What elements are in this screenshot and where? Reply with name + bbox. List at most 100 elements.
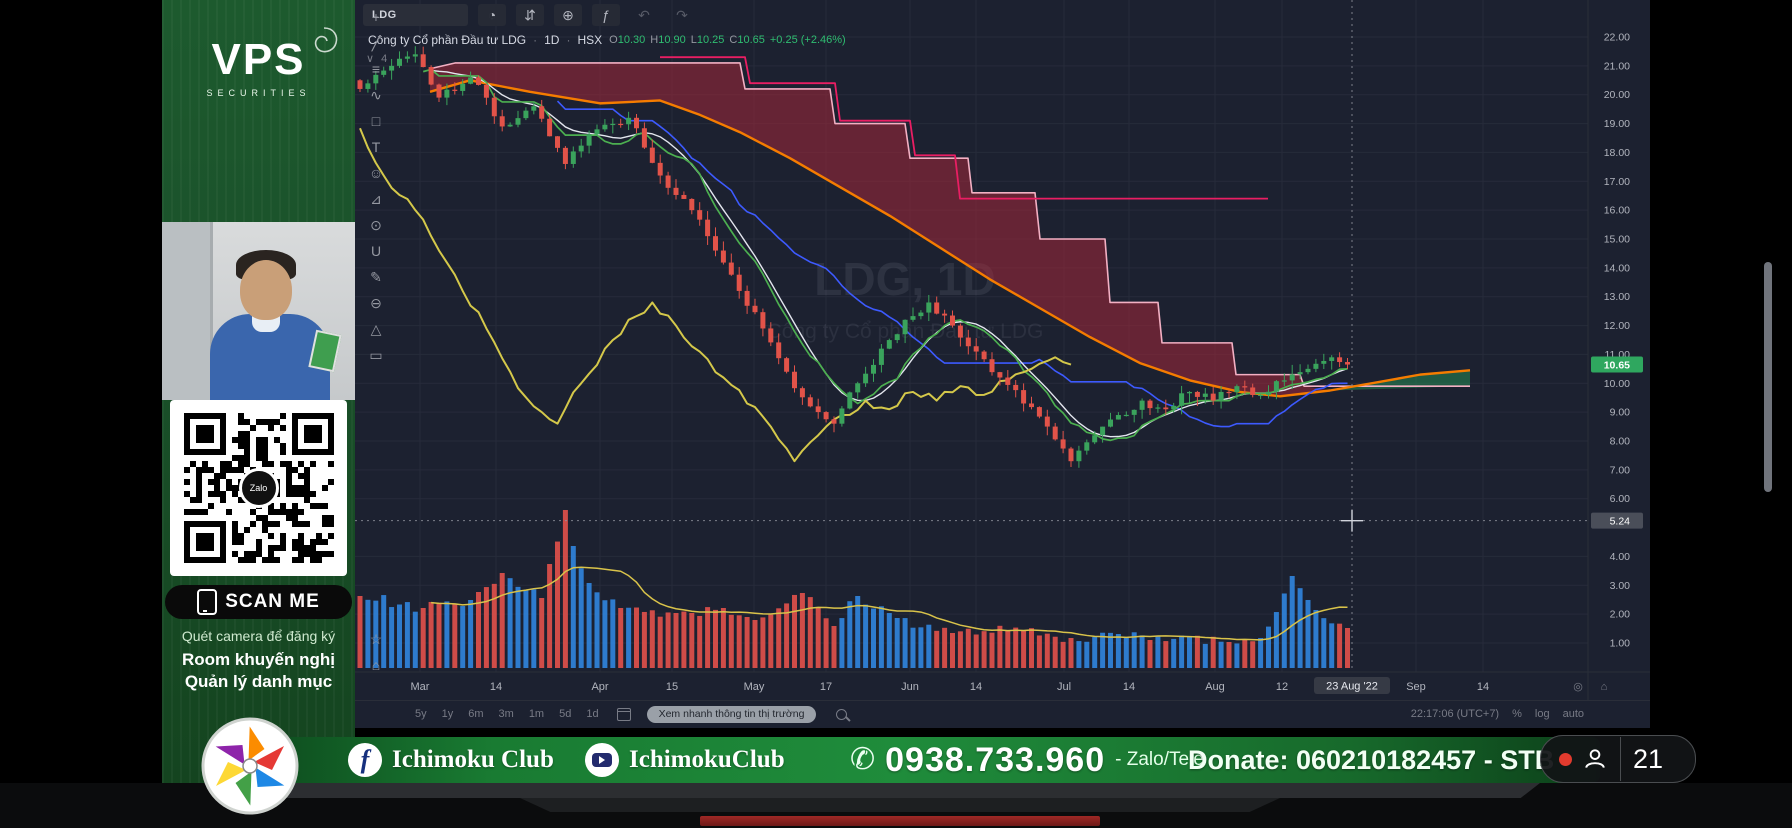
time-tick: 14 xyxy=(970,681,982,693)
lock-tool-icon[interactable]: ⊖ xyxy=(370,295,382,311)
shapes-tool-icon[interactable]: □ xyxy=(371,113,381,129)
range-5d[interactable]: 5d xyxy=(559,708,572,720)
quick-info-button[interactable]: Xem nhanh thông tin thị trường xyxy=(646,705,817,723)
phone-number: 0938.733.960 xyxy=(885,740,1106,779)
price-tick: 7.00 xyxy=(1610,464,1631,476)
chart-bottom-bar: 5y 1y 6m 3m 1m 5d 1d Xem nhanh thông tin thị t… xyxy=(355,700,1650,727)
time-tick: Mar xyxy=(411,681,430,693)
maximize-icon[interactable]: ⌂ xyxy=(1601,681,1608,693)
contact-banner: f Ichimoku Club IchimokuClub ✆ 0938.733.… xyxy=(250,737,1600,783)
price-tick: 8.00 xyxy=(1610,435,1631,447)
trendline-tool-icon[interactable]: ╱ xyxy=(371,35,381,51)
clock-label: 22:17:06 (UTC+7) xyxy=(1410,708,1500,720)
vps-logo-text: VPS xyxy=(211,35,306,84)
time-tick: 14 xyxy=(1477,681,1489,693)
go-to-date-icon[interactable]: ◎ xyxy=(1573,681,1583,693)
log-scale-toggle[interactable]: log xyxy=(1534,708,1550,720)
bezel-accent xyxy=(700,816,1100,826)
crosshair-date-label: 23 Aug '22 xyxy=(1326,681,1378,693)
price-tick: 17.00 xyxy=(1604,176,1630,188)
price-tick: 6.00 xyxy=(1610,493,1631,505)
time-tick: May xyxy=(744,681,765,693)
person-icon xyxy=(1585,749,1605,768)
range-1y[interactable]: 1y xyxy=(441,708,454,720)
logo-arrows xyxy=(215,726,285,806)
facebook-label: Ichimoku Club xyxy=(392,746,554,773)
interval-label: 1D xyxy=(544,33,560,47)
price-tick: 1.00 xyxy=(1610,637,1631,649)
time-tick: 14 xyxy=(1123,681,1135,693)
magnet-tool-icon[interactable]: U xyxy=(370,243,382,259)
drawing-toolbar: + ╱ ≡ ∿ □ T ☺ ⊿ ⊙ U ✎ ⊖ △ ▭ ☆ ⌂ xyxy=(355,0,397,672)
range-5y[interactable]: 5y xyxy=(415,708,427,720)
phone-suffix: - Zalo/Tele xyxy=(1115,749,1204,770)
vps-logo: VPS SECURITIES xyxy=(162,27,355,98)
time-tick: 12 xyxy=(1276,681,1288,693)
hide-tool-icon[interactable]: △ xyxy=(370,321,382,337)
zalo-badge: Zalo xyxy=(238,468,279,508)
bezel-band-inner xyxy=(520,798,1280,812)
price-tick: 12.00 xyxy=(1604,320,1630,332)
youtube-group[interactable]: IchimokuClub xyxy=(585,737,785,783)
calendar-icon[interactable] xyxy=(616,707,631,721)
zoom-tool-icon[interactable]: ⊙ xyxy=(370,217,382,233)
search-icon[interactable] xyxy=(836,708,848,720)
range-selector: 5y 1y 6m 3m 1m 5d 1d xyxy=(415,708,599,720)
bar-style-icon[interactable]: ⇵ xyxy=(516,4,544,26)
phone-icon xyxy=(197,589,218,615)
favorites-star-icon[interactable]: ☆ xyxy=(369,631,383,647)
bezel-band xyxy=(255,783,1540,798)
auto-scale-toggle[interactable]: auto xyxy=(1562,708,1584,720)
chart-legend[interactable]: Công ty Cổ phần Đầu tư LDG · 1D · HSX O1… xyxy=(368,33,846,47)
price-tick: 15.00 xyxy=(1604,233,1630,245)
live-dot xyxy=(1559,752,1572,766)
youtube-icon xyxy=(585,743,619,777)
scan-me-label: SCAN ME xyxy=(225,591,320,612)
instrument-name: Công ty Cổ phần Đầu tư LDG xyxy=(368,33,527,47)
price-tick: 16.00 xyxy=(1604,205,1630,217)
undo-icon[interactable]: ↶ xyxy=(638,6,650,23)
time-tick: Jul xyxy=(1057,681,1071,693)
exchange-label: HSX xyxy=(577,33,603,47)
compare-circle-icon[interactable]: ◔ xyxy=(478,4,506,26)
draw-tool-icon[interactable]: ✎ xyxy=(370,269,382,285)
range-6m[interactable]: 6m xyxy=(468,708,484,720)
redo-icon[interactable]: ↷ xyxy=(676,6,688,23)
price-tick: 20.00 xyxy=(1604,89,1630,101)
player-bezel xyxy=(0,783,1792,828)
viewer-count: 21 xyxy=(1633,743,1664,774)
price-tick: 22.00 xyxy=(1604,32,1630,44)
wave-tool-icon[interactable]: ∿ xyxy=(370,87,382,103)
fib-tool-icon[interactable]: ≡ xyxy=(371,61,381,77)
price-tick: 10.00 xyxy=(1604,378,1630,390)
scan-me-button[interactable]: SCAN ME xyxy=(165,585,352,619)
vps-swirl-icon xyxy=(314,27,338,53)
qr-card: Zalo xyxy=(170,400,347,576)
text-tool-icon[interactable]: T xyxy=(371,139,381,155)
brand-panel: VPS SECURITIES Zalo SCAN ME Quét camera … xyxy=(162,0,355,790)
chart-toolbar: LDG ◔ ⇵ ⊕ ƒ ↶ ↷ xyxy=(355,0,1650,30)
measure-tool-icon[interactable]: ⊿ xyxy=(370,191,382,207)
percent-scale-toggle[interactable]: % xyxy=(1512,708,1522,720)
community-icon[interactable]: ⌂ xyxy=(371,657,381,673)
price-tick: 14.00 xyxy=(1604,262,1630,274)
time-tick: Aug xyxy=(1205,681,1225,693)
add-compare-icon[interactable]: ⊕ xyxy=(554,4,582,26)
emoji-tool-icon[interactable]: ☺ xyxy=(368,165,384,181)
panel-caption-portfolio: Quản lý danh mục xyxy=(184,672,333,691)
facebook-group[interactable]: f Ichimoku Club xyxy=(348,737,554,783)
last-price-label: 10.65 xyxy=(1604,360,1630,372)
crosshair-tool-icon[interactable]: + xyxy=(371,9,381,25)
range-1d[interactable]: 1d xyxy=(586,708,599,720)
range-3m[interactable]: 3m xyxy=(498,708,514,720)
page-scrollbar[interactable] xyxy=(1764,262,1772,492)
range-1m[interactable]: 1m xyxy=(528,708,545,720)
panel-caption-register: Quét camera để đăng ký xyxy=(181,628,336,644)
price-tick: 2.00 xyxy=(1610,609,1631,621)
youtube-label: IchimokuClub xyxy=(629,746,785,773)
indicators-icon[interactable]: ƒ xyxy=(592,4,620,26)
delete-tool-icon[interactable]: ▭ xyxy=(369,347,383,363)
symbol-search-box[interactable]: LDG xyxy=(363,4,468,26)
indicator-legend-toggle[interactable]: ∨ 4 xyxy=(366,53,390,65)
